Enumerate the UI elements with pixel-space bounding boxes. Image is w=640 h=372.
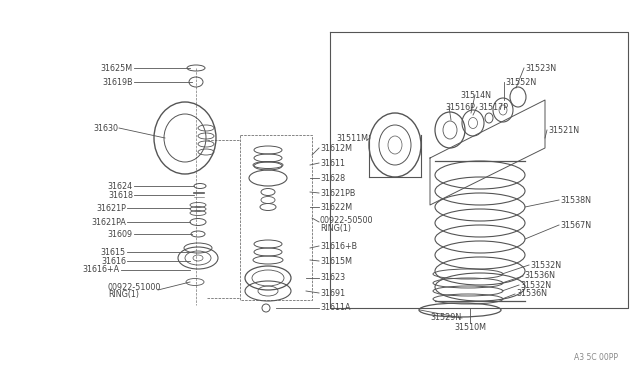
Text: RING(1): RING(1) bbox=[320, 224, 351, 232]
Text: 31538N: 31538N bbox=[560, 196, 591, 205]
Text: 31567N: 31567N bbox=[560, 221, 591, 230]
Text: 31622M: 31622M bbox=[320, 202, 352, 212]
Text: 31625M: 31625M bbox=[101, 64, 133, 73]
Text: 31616: 31616 bbox=[101, 257, 126, 266]
Text: 31536N: 31536N bbox=[516, 289, 547, 298]
Text: 31510M: 31510M bbox=[454, 323, 486, 331]
Text: 31616+A: 31616+A bbox=[83, 266, 120, 275]
Text: 31618: 31618 bbox=[108, 190, 133, 199]
Text: 31630: 31630 bbox=[93, 124, 118, 132]
Text: 31628: 31628 bbox=[320, 173, 345, 183]
Text: 31532N: 31532N bbox=[520, 280, 551, 289]
Text: 31609: 31609 bbox=[108, 230, 133, 238]
Bar bbox=[240, 135, 312, 300]
Text: 31621PA: 31621PA bbox=[91, 218, 126, 227]
Text: 00922-50500: 00922-50500 bbox=[320, 215, 374, 224]
Text: 31616+B: 31616+B bbox=[320, 241, 357, 250]
Text: 31552N: 31552N bbox=[505, 77, 536, 87]
Text: 31517P: 31517P bbox=[478, 103, 508, 112]
Text: 00922-51000: 00922-51000 bbox=[108, 282, 161, 292]
Text: 31624: 31624 bbox=[108, 182, 133, 190]
Text: 31511M: 31511M bbox=[336, 134, 368, 142]
Text: 31621P: 31621P bbox=[96, 203, 126, 212]
Text: 31619B: 31619B bbox=[102, 77, 133, 87]
Text: 31532N: 31532N bbox=[530, 260, 561, 269]
Text: 31536N: 31536N bbox=[524, 272, 555, 280]
Text: 31529N: 31529N bbox=[430, 314, 461, 323]
Text: 31615M: 31615M bbox=[320, 257, 352, 266]
Text: 31523N: 31523N bbox=[525, 64, 556, 73]
Text: 31691: 31691 bbox=[320, 289, 345, 298]
Text: 31621PB: 31621PB bbox=[320, 189, 355, 198]
Text: 31612M: 31612M bbox=[320, 144, 352, 153]
Text: 31623: 31623 bbox=[320, 273, 345, 282]
Text: 31615: 31615 bbox=[101, 247, 126, 257]
Text: 31516P: 31516P bbox=[445, 103, 475, 112]
Text: 31514N: 31514N bbox=[460, 90, 491, 99]
Text: A3 5C 00PP: A3 5C 00PP bbox=[574, 353, 618, 362]
Text: 31611: 31611 bbox=[320, 158, 345, 167]
Text: RING(1): RING(1) bbox=[108, 289, 139, 298]
Text: 31521N: 31521N bbox=[548, 125, 579, 135]
Text: 31611A: 31611A bbox=[320, 304, 351, 312]
